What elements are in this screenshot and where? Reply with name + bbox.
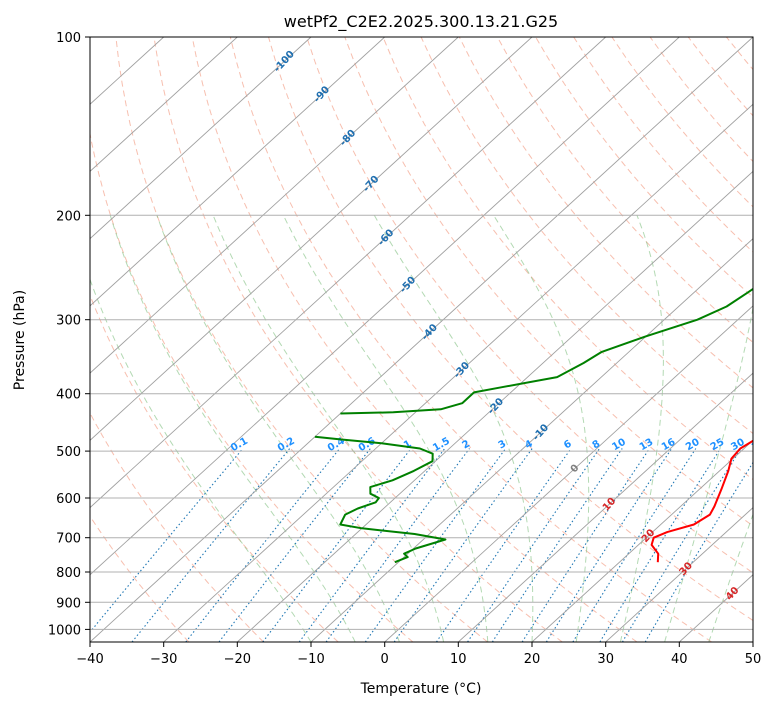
mixing-ratio-label: 3 xyxy=(497,438,509,451)
mixing-ratio-line xyxy=(435,448,572,642)
isotherm-line xyxy=(90,37,386,307)
mixing-ratio-label: 2 xyxy=(460,438,472,451)
y-tick-label: 200 xyxy=(56,209,81,224)
mixing-ratio-line xyxy=(185,448,341,642)
dry-adiabat-line xyxy=(229,37,712,642)
x-tick-label: 0 xyxy=(381,652,389,667)
y-tick-label: 800 xyxy=(56,566,81,581)
mixing-ratio-lines xyxy=(90,448,753,642)
isotherms xyxy=(90,37,753,642)
dry-adiabat-line xyxy=(496,37,753,344)
isotherm-line xyxy=(90,37,607,509)
x-tick-label: 30 xyxy=(597,652,614,667)
dry-adiabat-line xyxy=(90,412,264,642)
y-tick-label: 1000 xyxy=(48,623,81,638)
pressure-gridlines xyxy=(90,37,753,630)
isotherm-line xyxy=(90,37,238,173)
y-tick-label: 100 xyxy=(56,31,81,46)
x-tick-label: −20 xyxy=(224,652,251,667)
mixing-ratio-label: 6 xyxy=(562,438,574,451)
x-tick-label: 10 xyxy=(450,652,467,667)
isotherm-line xyxy=(163,103,753,642)
y-tick-label: 300 xyxy=(56,314,81,329)
moist-adiabat-line xyxy=(619,215,664,642)
dry-adiabats xyxy=(90,37,775,642)
dry-adiabat-line xyxy=(90,515,190,642)
isotherm-line xyxy=(384,305,753,642)
dry-adiabat-line xyxy=(535,37,753,298)
moist-adiabat-line xyxy=(373,215,534,642)
x-tick-label: −30 xyxy=(150,652,177,667)
mixing-ratio-line xyxy=(325,448,470,642)
y-tick-label: 900 xyxy=(56,596,81,611)
moist-adiabat-line xyxy=(109,215,356,642)
y-axis-ticks: 100 200 300 400 500 600 700 800 900 1000 xyxy=(48,31,90,638)
y-tick-label: 600 xyxy=(56,492,81,507)
moist-adiabat-line xyxy=(156,215,400,642)
mixing-ratio-line xyxy=(521,448,650,642)
isotherm-line xyxy=(310,238,753,642)
mixing-ratio-label: 8 xyxy=(591,438,603,451)
x-tick-label: −40 xyxy=(76,652,103,667)
x-tick-label: 50 xyxy=(745,652,762,667)
mixing-ratio-label: 1 xyxy=(402,438,414,451)
moist-adiabats xyxy=(90,215,753,642)
dry-adiabat-line xyxy=(153,37,563,642)
y-tick-label: 700 xyxy=(56,532,81,547)
x-axis-label: Temperature (°C) xyxy=(360,681,482,697)
mixing-ratio-line xyxy=(599,448,721,642)
mixing-ratio-line xyxy=(364,448,507,642)
isotherm-line xyxy=(90,37,312,240)
isotherm-line xyxy=(752,641,753,642)
dry-adiabat-line xyxy=(765,37,775,642)
mixing-ratio-label: 36 xyxy=(750,437,768,454)
isotherm-line xyxy=(90,37,459,374)
x-tick-label: −10 xyxy=(297,652,324,667)
dewpoint-line xyxy=(314,435,447,564)
plot-frame xyxy=(89,36,754,643)
mixing-ratio-line xyxy=(572,448,697,642)
moist-adiabat-line xyxy=(493,215,590,642)
moist-adiabat-line xyxy=(90,278,312,642)
isotherm-line xyxy=(90,37,533,441)
moist-adiabat-line xyxy=(212,215,445,642)
isotherm-line xyxy=(605,506,753,642)
isotherm-line xyxy=(457,372,753,642)
chart-title: wetPf2_C2E2.2025.300.13.21.G25 xyxy=(284,12,558,32)
isotherm-line xyxy=(236,170,753,642)
temperature-line xyxy=(650,439,753,563)
isotherm-line xyxy=(90,37,753,642)
mixing-ratio-line xyxy=(467,448,600,642)
dry-adiabat-line xyxy=(191,37,638,642)
y-tick-label: 500 xyxy=(56,445,81,460)
profile-lines xyxy=(314,287,753,564)
dry-adiabat-line xyxy=(268,37,753,622)
x-tick-label: 20 xyxy=(524,652,541,667)
mixing-ratio-line xyxy=(491,448,623,642)
mixing-ratio-line xyxy=(621,448,742,642)
isotherm-line xyxy=(90,37,680,576)
mixing-ratio-line xyxy=(545,448,673,642)
dry-adiabat-line xyxy=(306,37,753,574)
y-tick-label: 400 xyxy=(56,388,81,403)
x-axis-ticks: −40 −30 −20 −10 0 10 20 30 40 50 xyxy=(76,642,761,667)
mixing-ratio-label: 4 xyxy=(523,438,535,451)
dry-adiabat-line xyxy=(382,37,753,481)
dry-adiabat-line xyxy=(90,131,414,642)
y-axis-label: Pressure (hPa) xyxy=(12,290,28,390)
dry-adiabat-line xyxy=(115,37,488,642)
dewpoint-line xyxy=(340,287,753,415)
isotherm-line xyxy=(531,439,753,642)
x-tick-label: 40 xyxy=(671,652,688,667)
